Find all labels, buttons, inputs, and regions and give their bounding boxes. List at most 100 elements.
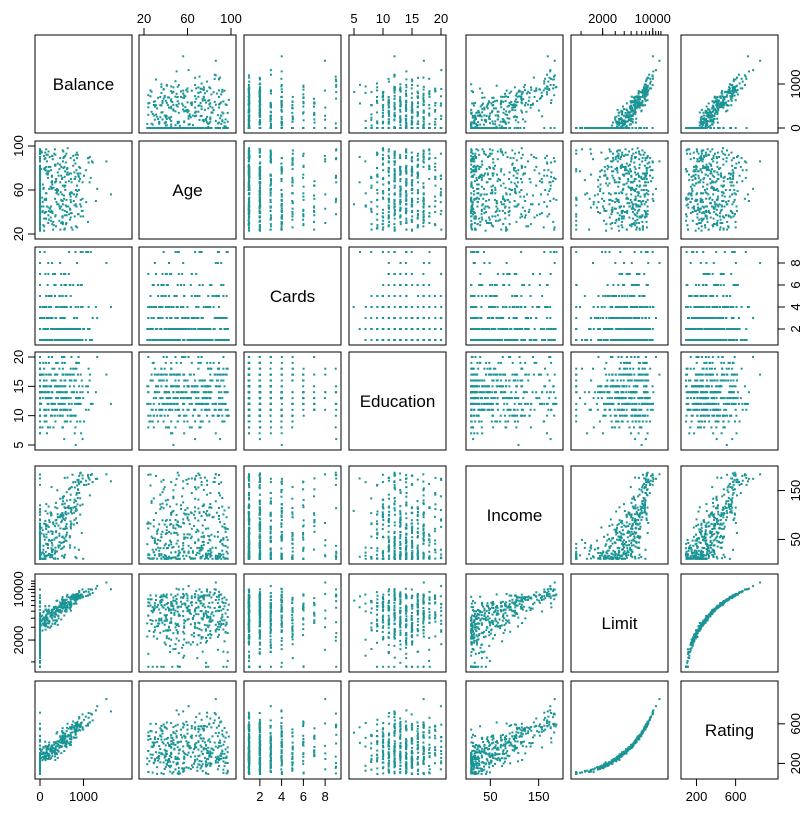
point bbox=[729, 209, 732, 212]
point bbox=[248, 227, 250, 230]
point bbox=[382, 94, 385, 97]
point bbox=[642, 86, 645, 89]
point bbox=[39, 273, 41, 275]
point bbox=[84, 169, 87, 172]
point bbox=[581, 148, 583, 151]
point bbox=[717, 173, 720, 176]
point bbox=[655, 69, 657, 72]
point bbox=[64, 189, 67, 191]
point bbox=[481, 160, 483, 163]
point bbox=[39, 183, 41, 186]
point bbox=[524, 104, 526, 107]
point bbox=[335, 213, 337, 216]
point bbox=[721, 205, 723, 208]
point bbox=[636, 147, 639, 150]
point bbox=[416, 225, 419, 228]
point bbox=[625, 196, 628, 199]
point bbox=[404, 207, 407, 210]
point bbox=[645, 94, 648, 97]
point bbox=[416, 201, 419, 204]
point bbox=[209, 118, 212, 120]
point bbox=[399, 116, 402, 119]
point bbox=[506, 105, 509, 108]
point bbox=[313, 205, 316, 208]
point bbox=[635, 204, 638, 207]
point bbox=[207, 122, 210, 125]
point bbox=[646, 93, 649, 96]
point bbox=[488, 127, 491, 129]
point bbox=[370, 91, 373, 94]
point bbox=[619, 122, 622, 125]
point bbox=[194, 76, 197, 79]
point bbox=[713, 175, 716, 178]
point bbox=[376, 167, 378, 169]
point bbox=[620, 212, 623, 215]
point bbox=[434, 157, 437, 160]
point bbox=[49, 165, 52, 168]
point bbox=[627, 180, 630, 183]
point bbox=[631, 118, 634, 121]
point bbox=[160, 104, 163, 107]
point bbox=[608, 148, 611, 151]
point bbox=[599, 183, 602, 186]
point bbox=[714, 112, 716, 115]
point bbox=[393, 176, 396, 179]
point bbox=[149, 127, 152, 129]
variable-label-balance: Balance bbox=[53, 75, 114, 94]
point bbox=[593, 194, 596, 197]
point bbox=[259, 186, 261, 189]
point bbox=[416, 165, 419, 168]
point bbox=[75, 205, 78, 208]
point bbox=[416, 95, 419, 98]
point bbox=[405, 228, 408, 231]
point bbox=[471, 116, 474, 119]
point bbox=[439, 102, 442, 105]
variable-label-age: Age bbox=[172, 181, 202, 200]
point bbox=[470, 212, 473, 215]
point bbox=[575, 215, 578, 218]
point bbox=[61, 203, 64, 206]
point bbox=[633, 102, 636, 105]
point bbox=[645, 184, 647, 187]
point bbox=[248, 189, 251, 191]
point bbox=[726, 109, 729, 112]
point bbox=[163, 95, 166, 98]
point bbox=[504, 229, 507, 232]
point bbox=[382, 192, 384, 195]
point bbox=[61, 208, 64, 211]
point bbox=[694, 200, 697, 202]
point bbox=[515, 92, 518, 95]
point bbox=[416, 96, 419, 99]
point bbox=[630, 118, 633, 120]
point bbox=[248, 94, 251, 97]
point bbox=[399, 180, 402, 183]
point bbox=[323, 154, 326, 157]
point bbox=[738, 82, 741, 85]
point bbox=[502, 100, 505, 103]
point bbox=[612, 159, 615, 162]
point bbox=[79, 178, 82, 180]
point bbox=[39, 170, 41, 173]
point bbox=[631, 186, 634, 189]
point bbox=[509, 193, 512, 196]
panel-frame bbox=[34, 246, 133, 346]
point bbox=[69, 178, 72, 180]
point bbox=[428, 157, 431, 160]
point bbox=[393, 94, 396, 97]
point bbox=[553, 127, 556, 129]
point bbox=[248, 197, 250, 200]
point bbox=[45, 153, 48, 156]
point bbox=[521, 165, 524, 168]
point bbox=[411, 110, 414, 113]
point bbox=[247, 160, 250, 163]
point bbox=[422, 160, 425, 163]
point bbox=[716, 224, 719, 227]
point bbox=[620, 209, 623, 212]
point bbox=[258, 127, 261, 129]
point bbox=[497, 219, 500, 222]
point bbox=[536, 100, 539, 102]
point bbox=[59, 191, 62, 194]
point bbox=[210, 93, 213, 96]
point bbox=[617, 201, 620, 204]
point bbox=[695, 164, 697, 167]
